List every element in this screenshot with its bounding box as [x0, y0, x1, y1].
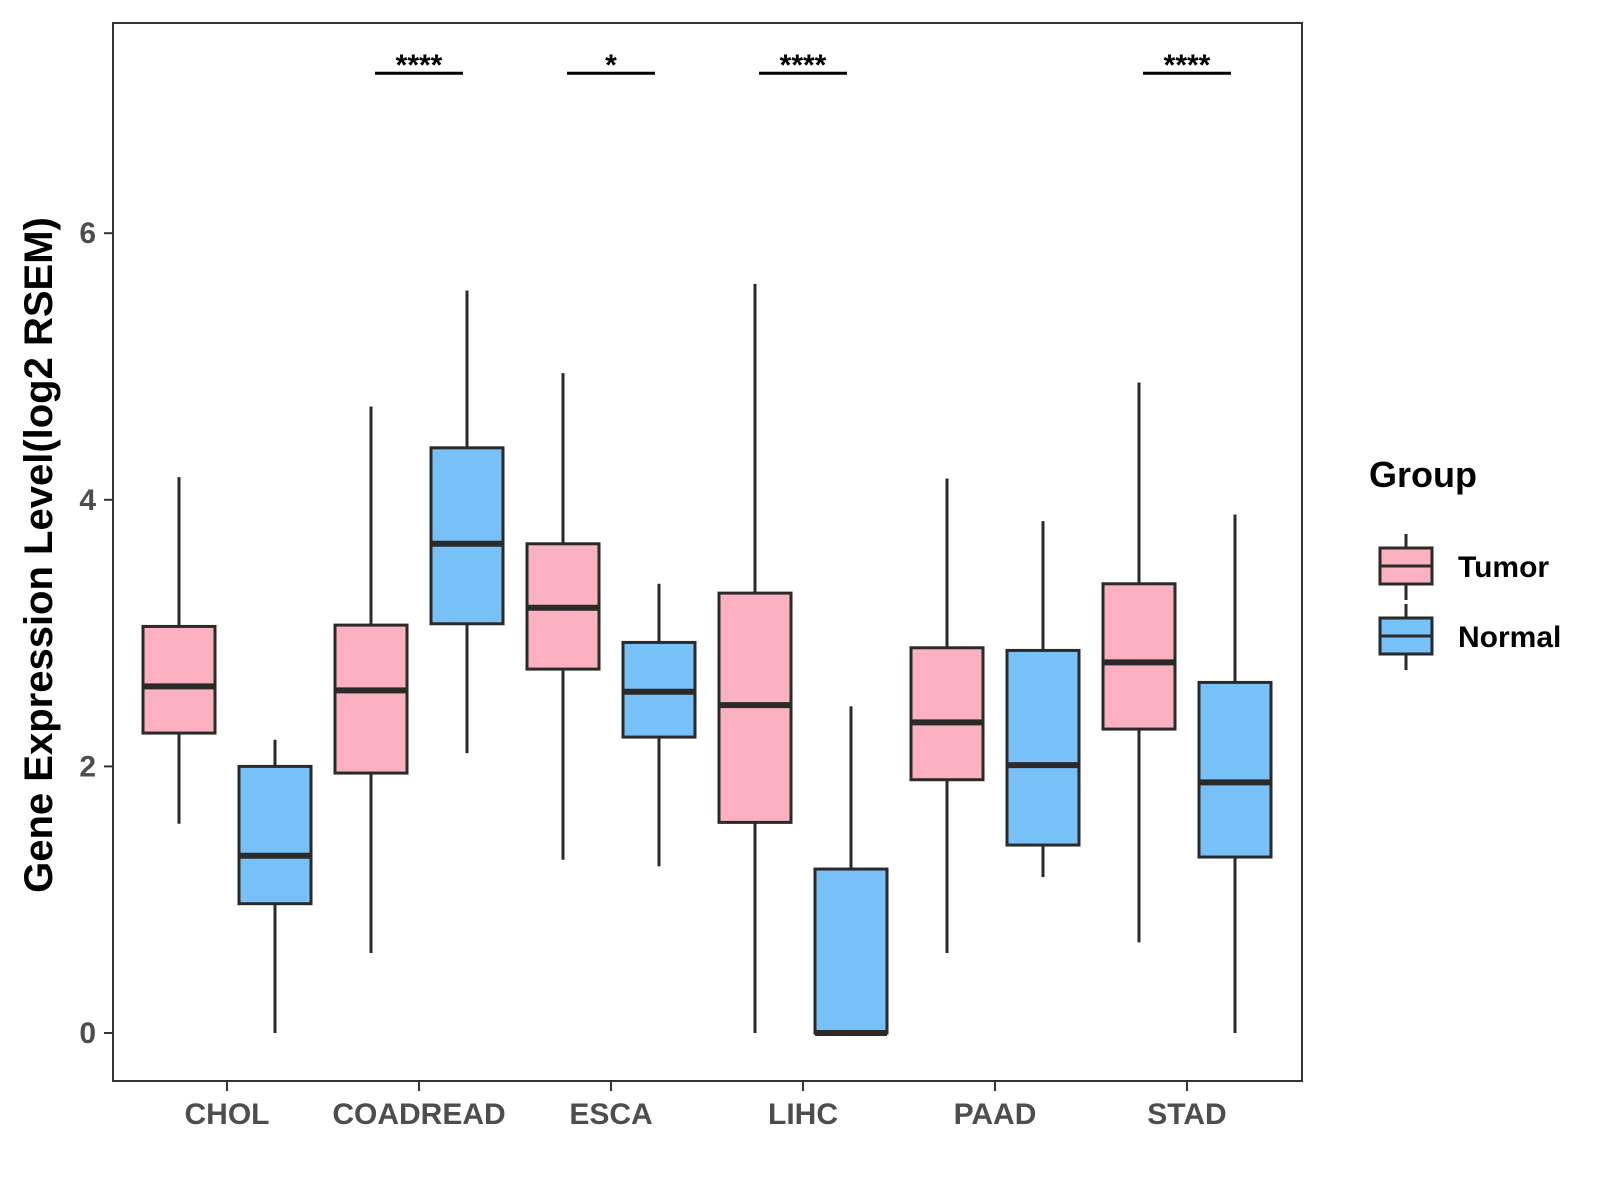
y-tick-label: 4 [79, 484, 96, 517]
significance-label: **** [396, 49, 443, 82]
y-tick-label: 6 [79, 217, 96, 250]
x-axis: CHOL COADREAD ESCA LIHC PAAD STAD [185, 1081, 1227, 1131]
box-tumor-coadread [333, 406, 409, 954]
legend: Group Tumor Normal [1369, 454, 1561, 670]
y-axis-title: Gene Expression Level(log2 RSEM) [17, 217, 61, 893]
y-axis: 0 2 4 6 [79, 217, 113, 1050]
box-tumor-lihc [717, 283, 793, 1033]
box-body [1101, 582, 1177, 731]
box-body [1005, 648, 1081, 847]
box-series [141, 283, 1273, 1036]
significance-label: **** [1164, 49, 1211, 82]
plot-panel [112, 22, 1303, 1082]
panel-border [112, 22, 1303, 1082]
box-body [141, 624, 217, 735]
box-normal-lihc [813, 706, 889, 1036]
legend-key-tumor [1378, 534, 1434, 600]
box-tumor-chol [141, 477, 217, 824]
x-tick-label: PAAD [954, 1098, 1037, 1131]
y-tick-label: 2 [79, 750, 96, 783]
box-normal-stad [1197, 514, 1273, 1033]
x-tick-label: LIHC [768, 1098, 838, 1131]
box-normal-coadread [429, 290, 505, 754]
box-normal-chol [237, 739, 313, 1033]
box-tumor-stad [1101, 382, 1177, 943]
box-tumor-esca [525, 373, 601, 860]
box-tumor-paad [909, 478, 985, 954]
x-tick-label: COADREAD [332, 1098, 505, 1131]
x-tick-label: ESCA [569, 1098, 652, 1131]
legend-key-normal [1378, 604, 1434, 670]
box-body [909, 646, 985, 782]
legend-title: Group [1369, 454, 1477, 495]
box-body [813, 867, 889, 1035]
significance-label: * [605, 49, 617, 82]
legend-label-normal: Normal [1458, 621, 1561, 654]
x-tick-label: CHOL [185, 1098, 270, 1131]
box-normal-esca [621, 583, 697, 867]
legend-label-tumor: Tumor [1458, 551, 1549, 584]
box-body [333, 623, 409, 775]
x-tick-label: STAD [1147, 1098, 1226, 1131]
y-tick-label: 0 [79, 1017, 96, 1050]
box-normal-paad [1005, 521, 1081, 878]
box-body [429, 446, 505, 626]
box-body [237, 764, 313, 906]
box-body [1197, 680, 1273, 859]
significance-label: **** [780, 49, 827, 82]
significance-annotations: **** * **** **** [375, 49, 1231, 82]
